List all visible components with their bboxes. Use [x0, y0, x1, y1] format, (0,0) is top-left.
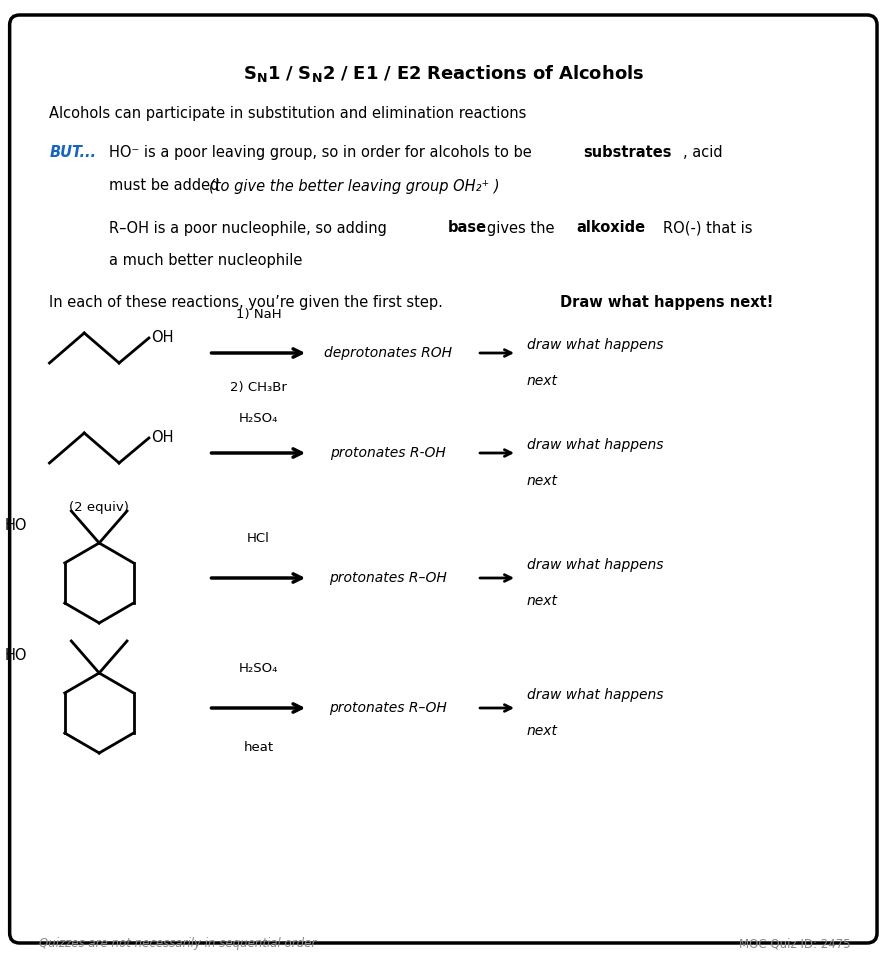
Text: next: next — [527, 594, 558, 608]
Text: $\mathbf{S_N1\ /\ S_N2\ /\ E1\ /\ E2\ Reactions\ of\ Alcohols}$: $\mathbf{S_N1\ /\ S_N2\ /\ E1\ /\ E2\ Re… — [243, 62, 644, 83]
Text: protonates R–OH: protonates R–OH — [329, 701, 446, 715]
Text: next: next — [527, 374, 558, 388]
Text: HO⁻ is a poor leaving group, so in order for alcohols to be: HO⁻ is a poor leaving group, so in order… — [109, 146, 536, 161]
Text: RO(-) that is: RO(-) that is — [663, 220, 752, 236]
Text: R–OH is a poor nucleophile, so adding: R–OH is a poor nucleophile, so adding — [109, 220, 392, 236]
Text: next: next — [527, 724, 558, 738]
Text: , acid: , acid — [683, 146, 722, 161]
Text: (2 equiv): (2 equiv) — [69, 501, 129, 514]
Text: Quizzes are not necessarily in sequential order: Quizzes are not necessarily in sequentia… — [40, 938, 317, 950]
Text: BUT...: BUT... — [49, 146, 96, 161]
Text: HCl: HCl — [247, 532, 270, 545]
Text: Draw what happens next!: Draw what happens next! — [560, 295, 774, 310]
Text: HO: HO — [5, 517, 27, 533]
Text: deprotonates ROH: deprotonates ROH — [324, 346, 452, 360]
Text: OH: OH — [151, 331, 174, 346]
Text: (to give the better leaving group OH₂⁺ ): (to give the better leaving group OH₂⁺ ) — [208, 178, 499, 194]
Text: next: next — [527, 474, 558, 488]
Text: a much better nucleophile: a much better nucleophile — [109, 253, 303, 267]
Text: must be added: must be added — [109, 178, 224, 194]
Text: In each of these reactions, you’re given the first step.: In each of these reactions, you’re given… — [49, 295, 448, 310]
Text: draw what happens: draw what happens — [527, 688, 663, 702]
Text: base: base — [447, 220, 487, 236]
Text: draw what happens: draw what happens — [527, 438, 663, 452]
Text: protonates R-OH: protonates R-OH — [330, 446, 445, 460]
Text: substrates: substrates — [584, 146, 672, 161]
Text: heat: heat — [243, 741, 273, 754]
Text: 2) CH₃Br: 2) CH₃Br — [230, 381, 287, 394]
Text: alkoxide: alkoxide — [577, 220, 646, 236]
Text: Alcohols can participate in substitution and elimination reactions: Alcohols can participate in substitution… — [49, 105, 527, 121]
Text: HO: HO — [5, 648, 27, 663]
Text: H₂SO₄: H₂SO₄ — [239, 662, 278, 675]
Text: draw what happens: draw what happens — [527, 338, 663, 352]
Text: H₂SO₄: H₂SO₄ — [239, 412, 278, 425]
Text: HO⁻ is a poor leaving group, so in order for alcohols to be: HO⁻ is a poor leaving group, so in order… — [109, 146, 536, 161]
FancyBboxPatch shape — [10, 15, 877, 943]
Text: OH: OH — [151, 430, 174, 445]
Text: draw what happens: draw what happens — [527, 558, 663, 572]
Text: MOC Quiz ID: 2475: MOC Quiz ID: 2475 — [738, 938, 850, 950]
Text: protonates R–OH: protonates R–OH — [329, 571, 446, 585]
Text: gives the: gives the — [487, 220, 555, 236]
Text: 1) NaH: 1) NaH — [235, 308, 281, 321]
